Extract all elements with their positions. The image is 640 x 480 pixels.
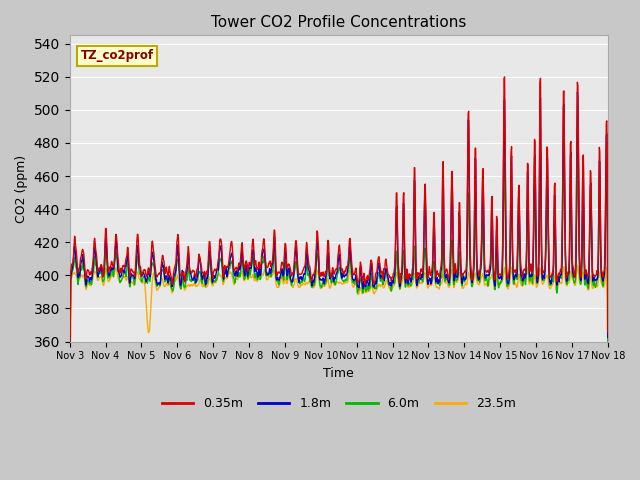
Y-axis label: CO2 (ppm): CO2 (ppm) [15,155,28,223]
X-axis label: Time: Time [323,367,354,380]
Text: TZ_co2prof: TZ_co2prof [81,49,154,62]
Title: Tower CO2 Profile Concentrations: Tower CO2 Profile Concentrations [211,15,467,30]
Legend: 0.35m, 1.8m, 6.0m, 23.5m: 0.35m, 1.8m, 6.0m, 23.5m [157,392,521,415]
